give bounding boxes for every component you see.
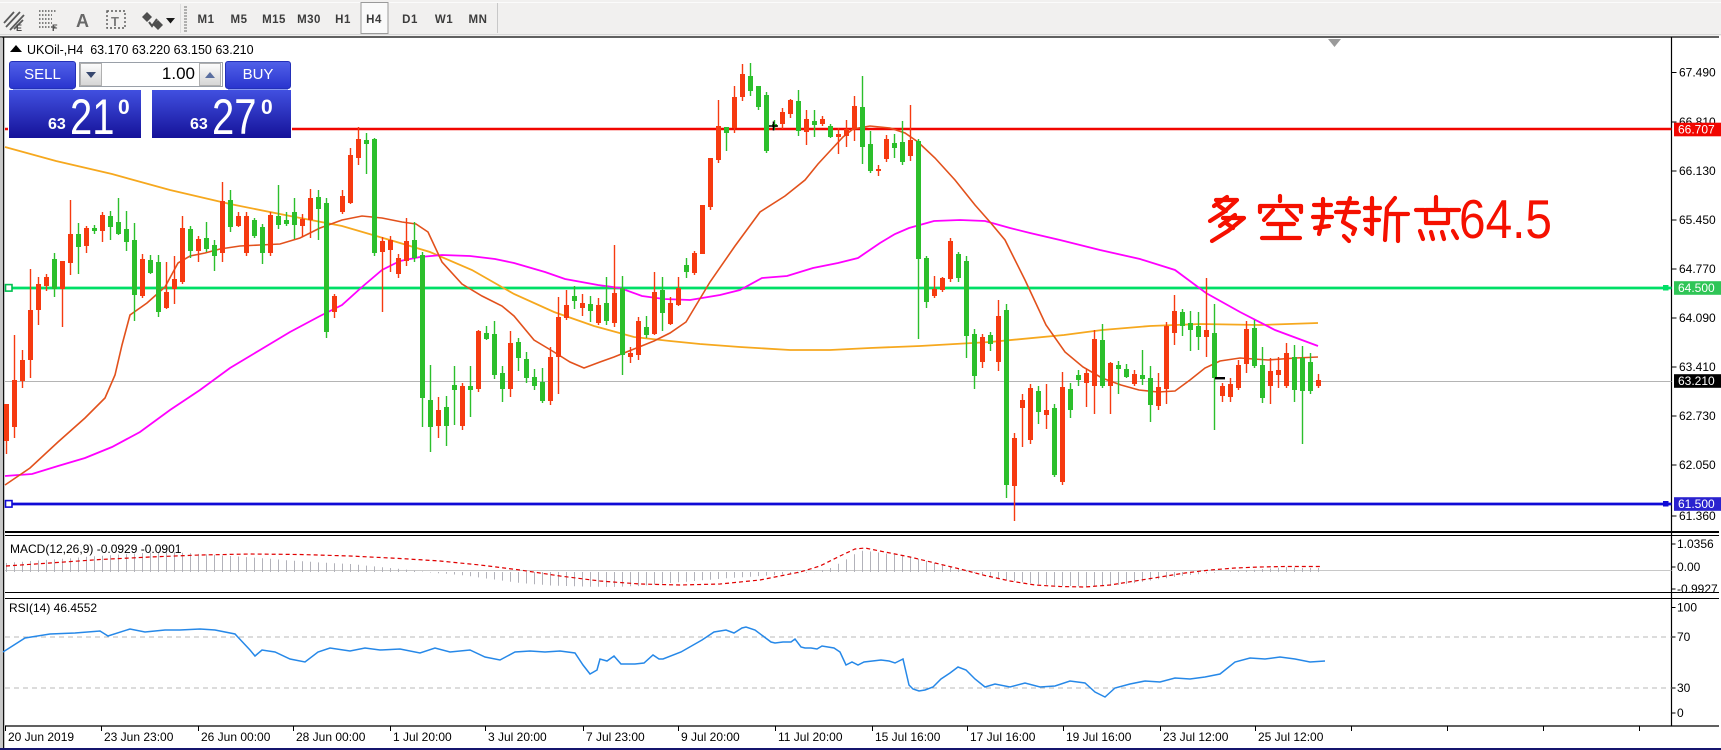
svg-text:64.5: 64.5 <box>1459 188 1552 250</box>
svg-text:66.707: 66.707 <box>1678 123 1715 137</box>
svg-text:D1: D1 <box>402 14 418 26</box>
svg-text:UKOil-,H4 63.170 63.220 63.15: UKOil-,H4 63.170 63.220 63.150 63.210 <box>27 43 254 57</box>
svg-text:70: 70 <box>1677 630 1691 644</box>
svg-text:23 Jun 23:00: 23 Jun 23:00 <box>104 730 174 744</box>
svg-text:15 Jul 16:00: 15 Jul 16:00 <box>875 730 941 744</box>
svg-text:E: E <box>16 23 22 33</box>
svg-text:1 Jul 20:00: 1 Jul 20:00 <box>393 730 452 744</box>
svg-text:RSI(14) 46.4552: RSI(14) 46.4552 <box>9 601 97 615</box>
svg-text:1.0356: 1.0356 <box>1677 537 1714 551</box>
svg-text:M5: M5 <box>231 14 248 26</box>
svg-text:63.410: 63.410 <box>1679 360 1716 374</box>
svg-text:0: 0 <box>1677 706 1684 720</box>
svg-text:MN: MN <box>469 14 488 26</box>
svg-text:66.130: 66.130 <box>1679 164 1716 178</box>
svg-text:67.490: 67.490 <box>1679 66 1716 80</box>
svg-text:23 Jul 12:00: 23 Jul 12:00 <box>1163 730 1229 744</box>
svg-text:64.090: 64.090 <box>1679 311 1716 325</box>
svg-text:M15: M15 <box>262 14 286 26</box>
svg-text:25 Jul 12:00: 25 Jul 12:00 <box>1258 730 1324 744</box>
svg-text:F: F <box>52 23 58 33</box>
svg-text:W1: W1 <box>435 14 453 26</box>
svg-text:61.360: 61.360 <box>1679 509 1716 523</box>
svg-text:28 Jun 00:00: 28 Jun 00:00 <box>296 730 366 744</box>
svg-text:62.730: 62.730 <box>1679 409 1716 423</box>
svg-text:62.050: 62.050 <box>1679 458 1716 472</box>
svg-text:0.00: 0.00 <box>1677 560 1701 574</box>
svg-text:20 Jun 2019: 20 Jun 2019 <box>8 730 74 744</box>
svg-text:H4: H4 <box>366 14 382 26</box>
svg-text:M30: M30 <box>297 14 321 26</box>
svg-text:26 Jun 00:00: 26 Jun 00:00 <box>201 730 271 744</box>
svg-text:64.770: 64.770 <box>1679 262 1716 276</box>
svg-text:MACD(12,26,9) -0.0929 -0.0901: MACD(12,26,9) -0.0929 -0.0901 <box>10 542 182 556</box>
svg-text:7 Jul 23:00: 7 Jul 23:00 <box>586 730 645 744</box>
svg-text:H1: H1 <box>335 14 351 26</box>
svg-text:61.500: 61.500 <box>1678 497 1715 511</box>
svg-text:9 Jul 20:00: 9 Jul 20:00 <box>681 730 740 744</box>
svg-text:65.450: 65.450 <box>1679 213 1716 227</box>
svg-text:11 Jul 20:00: 11 Jul 20:00 <box>778 730 843 744</box>
svg-text:T: T <box>111 14 119 29</box>
svg-text:19 Jul 16:00: 19 Jul 16:00 <box>1066 730 1132 744</box>
svg-text:A: A <box>76 11 89 31</box>
svg-text:17 Jul 16:00: 17 Jul 16:00 <box>970 730 1036 744</box>
svg-text:100: 100 <box>1677 601 1697 615</box>
svg-text:M1: M1 <box>198 14 215 26</box>
svg-text:63.210: 63.210 <box>1678 374 1715 388</box>
svg-text:30: 30 <box>1677 681 1691 695</box>
svg-text:-0.9927: -0.9927 <box>1677 582 1718 596</box>
svg-text:3 Jul 20:00: 3 Jul 20:00 <box>488 730 547 744</box>
svg-text:64.500: 64.500 <box>1678 281 1715 295</box>
